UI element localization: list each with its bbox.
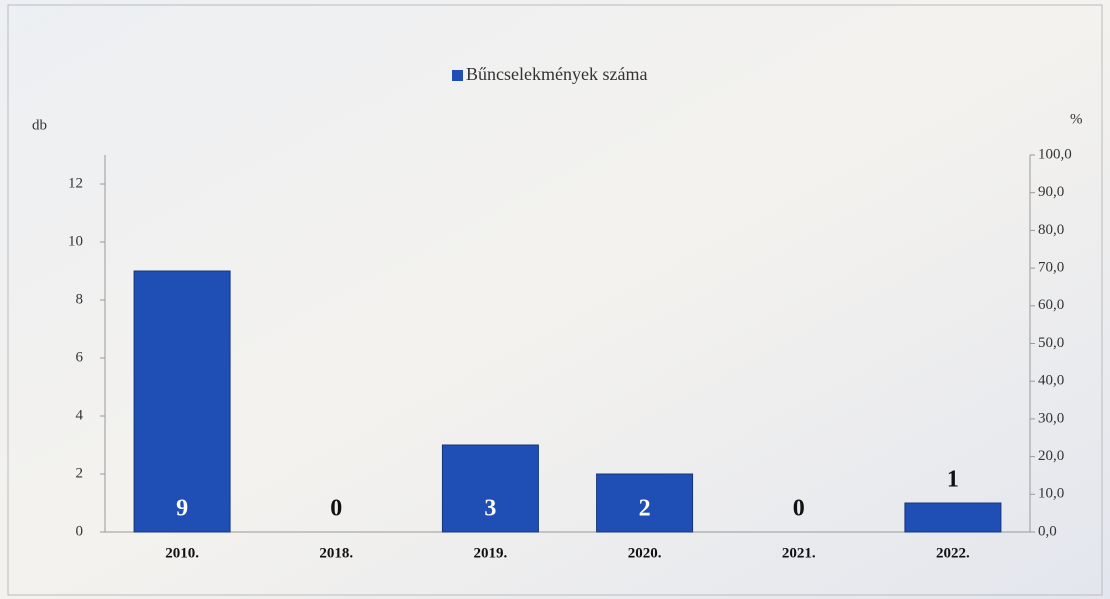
x-tick-label: 2021. (782, 545, 816, 561)
value-label: 1 (947, 467, 959, 493)
y2-tick-label: 40,0 (1038, 373, 1064, 389)
y2-tick-label: 100,0 (1038, 146, 1072, 162)
y2-axis-title: % (1070, 111, 1083, 127)
value-label: 3 (484, 496, 496, 522)
legend-label: Bűncselekmények száma (466, 64, 647, 84)
y-tick-label: 10 (68, 233, 83, 249)
y2-tick-label: 70,0 (1038, 260, 1064, 276)
y-axis-title: db (32, 117, 47, 133)
y-tick-label: 12 (68, 175, 83, 191)
y2-tick-label: 10,0 (1038, 486, 1064, 502)
x-tick-label: 2019. (474, 545, 508, 561)
value-label: 0 (330, 496, 342, 522)
chart: db % 0246810120,010,020,030,040,050,060,… (0, 0, 1110, 599)
y-tick-label: 0 (76, 523, 84, 539)
value-label: 9 (176, 496, 188, 522)
x-tick-label: 2018. (319, 545, 353, 561)
y-tick-label: 2 (76, 465, 84, 481)
bar (905, 503, 1001, 532)
y2-tick-label: 0,0 (1038, 523, 1057, 539)
x-tick-label: 2010. (165, 545, 199, 561)
legend-swatch (452, 70, 463, 81)
y-tick-label: 8 (76, 291, 84, 307)
x-tick-label: 2020. (628, 545, 662, 561)
y2-tick-label: 50,0 (1038, 335, 1064, 351)
y2-tick-label: 80,0 (1038, 222, 1064, 238)
value-label: 0 (793, 496, 805, 522)
y2-tick-label: 60,0 (1038, 297, 1064, 313)
x-tick-label: 2022. (936, 545, 970, 561)
y2-tick-label: 30,0 (1038, 410, 1064, 426)
y2-tick-label: 90,0 (1038, 184, 1064, 200)
y-tick-label: 6 (76, 349, 84, 365)
value-label: 2 (639, 496, 651, 522)
bar (134, 271, 230, 532)
y-tick-label: 4 (76, 407, 84, 423)
y2-tick-label: 20,0 (1038, 448, 1064, 464)
